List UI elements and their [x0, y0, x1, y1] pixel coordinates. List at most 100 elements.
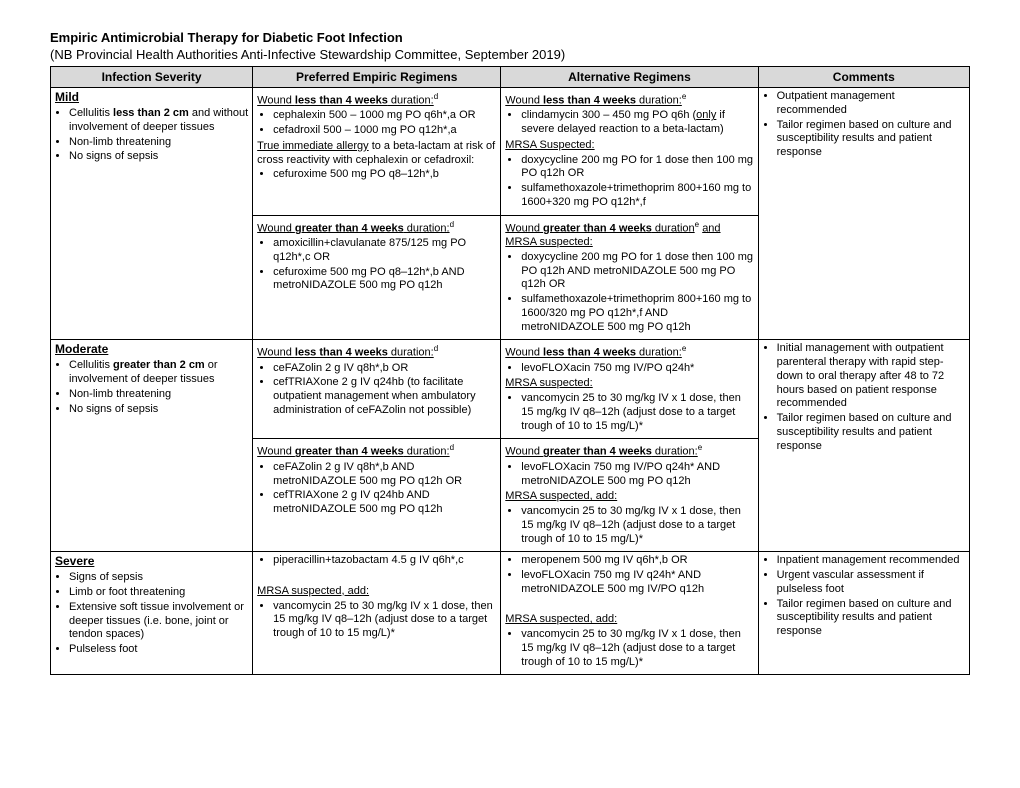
list-item: vancomycin 25 to 30 mg/kg IV x 1 dose, t…: [521, 392, 753, 433]
text: Wound less than 4 weeks duration:: [505, 347, 682, 359]
cell-mild-severity: Mild Cellulitis less than 2 cm and witho…: [51, 88, 253, 340]
text: Wound less than 4 weeks duration:: [257, 347, 434, 359]
list-item: Tailor regimen based on culture and susc…: [777, 598, 965, 639]
sup: e: [682, 92, 686, 101]
list-item: No signs of sepsis: [69, 403, 248, 417]
text: Wound greater than 4 weeks duration:: [257, 222, 449, 234]
list: clindamycin 300 – 450 mg PO q6h (only if…: [505, 109, 753, 137]
list: vancomycin 25 to 30 mg/kg IV x 1 dose, t…: [257, 600, 496, 641]
table-row-mild-1: Mild Cellulitis less than 2 cm and witho…: [51, 88, 970, 216]
section-head: MRSA suspected:: [505, 377, 753, 391]
sup: e: [695, 220, 699, 229]
list: piperacillin+tazobactam 4.5 g IV q6h*,c: [257, 554, 496, 568]
list-item: Pulseless foot: [69, 643, 248, 657]
cell-moderate-alt-2: Wound greater than 4 weeks duration:e le…: [501, 439, 758, 552]
list: meropenem 500 mg IV q6h*,b OR levoFLOXac…: [505, 554, 753, 596]
list-item: Inpatient management recommended: [777, 554, 965, 568]
list-item: Cellulitis less than 2 cm and without in…: [69, 107, 248, 135]
list: levoFLOXacin 750 mg IV/PO q24h*: [505, 362, 753, 376]
col-header-alternative: Alternative Regimens: [501, 67, 758, 88]
sup: e: [682, 344, 686, 353]
cell-moderate-severity: Moderate Cellulitis greater than 2 cm or…: [51, 340, 253, 552]
cell-moderate-preferred-2: Wound greater than 4 weeks duration:d ce…: [253, 439, 501, 552]
list: cefuroxime 500 mg PO q8–12h*,b: [257, 168, 496, 182]
severe-heading: Severe: [55, 554, 248, 569]
list: vancomycin 25 to 30 mg/kg IV x 1 dose, t…: [505, 628, 753, 669]
list: cephalexin 500 – 1000 mg PO q6h*,a OR ce…: [257, 109, 496, 138]
list-item: clindamycin 300 – 450 mg PO q6h (only if…: [521, 109, 753, 137]
list-item: Initial management with outpatient paren…: [777, 342, 965, 411]
list-item: No signs of sepsis: [69, 150, 248, 164]
list-item: vancomycin 25 to 30 mg/kg IV x 1 dose, t…: [521, 628, 753, 669]
list-item: Cellulitis greater than 2 cm or involvem…: [69, 359, 248, 387]
moderate-heading: Moderate: [55, 342, 248, 357]
section-head: Wound greater than 4 weeks duration:d: [257, 443, 496, 459]
cell-mild-comments: Outpatient management recommended Tailor…: [758, 88, 969, 340]
list-item: vancomycin 25 to 30 mg/kg IV x 1 dose, t…: [273, 600, 496, 641]
list-item: Signs of sepsis: [69, 571, 248, 585]
list-item: levoFLOXacin 750 mg IV/PO q24h*: [521, 362, 753, 376]
cell-mild-alt-1: Wound less than 4 weeks duration:e clind…: [501, 88, 758, 216]
section-head: Wound greater than 4 weeks duratione and…: [505, 220, 753, 250]
list-item: levoFLOXacin 750 mg IV q24h* AND metroNI…: [521, 569, 753, 597]
sup: e: [698, 443, 702, 452]
col-header-comments: Comments: [758, 67, 969, 88]
list: ceFAZolin 2 g IV q8h*,b OR cefTRIAXone 2…: [257, 362, 496, 418]
text: Wound less than 4 weeks duration:: [257, 95, 434, 107]
section-head: MRSA suspected, add:: [505, 490, 753, 504]
list: vancomycin 25 to 30 mg/kg IV x 1 dose, t…: [505, 505, 753, 546]
mild-severity-list: Cellulitis less than 2 cm and without in…: [55, 107, 248, 164]
list-item: Limb or foot threatening: [69, 586, 248, 600]
cell-severe-preferred: piperacillin+tazobactam 4.5 g IV q6h*,c …: [253, 552, 501, 675]
list-item: cefTRIAXone 2 g IV q24hb AND metroNIDAZO…: [273, 489, 496, 517]
sup: d: [450, 443, 454, 452]
list-item: cefTRIAXone 2 g IV q24hb (to facilitate …: [273, 376, 496, 417]
list-item: Tailor regimen based on culture and susc…: [777, 412, 965, 453]
list: Initial management with outpatient paren…: [763, 342, 965, 453]
cell-moderate-comments: Initial management with outpatient paren…: [758, 340, 969, 552]
list: levoFLOXacin 750 mg IV/PO q24h* AND metr…: [505, 461, 753, 489]
section-head: Wound less than 4 weeks duration:d: [257, 92, 496, 108]
mild-heading: Mild: [55, 90, 248, 105]
col-header-severity: Infection Severity: [51, 67, 253, 88]
list-item: amoxicillin+clavulanate 875/125 mg PO q1…: [273, 237, 496, 265]
cell-severe-severity: Severe Signs of sepsis Limb or foot thre…: [51, 552, 253, 675]
table-row-severe: Severe Signs of sepsis Limb or foot thre…: [51, 552, 970, 675]
text: Wound greater than 4 weeks duration: [505, 222, 694, 234]
section-head: Wound less than 4 weeks duration:e: [505, 92, 753, 108]
section-head: Wound greater than 4 weeks duration:d: [257, 220, 496, 236]
therapy-table: Infection Severity Preferred Empiric Reg…: [50, 66, 970, 675]
list-item: Non-limb threatening: [69, 136, 248, 150]
list-item: vancomycin 25 to 30 mg/kg IV x 1 dose, t…: [521, 505, 753, 546]
sup: d: [434, 344, 438, 353]
section-head: Wound greater than 4 weeks duration:e: [505, 443, 753, 459]
cell-moderate-preferred-1: Wound less than 4 weeks duration:d ceFAZ…: [253, 340, 501, 439]
text: less than 2 cm: [113, 107, 189, 119]
list-item: Non-limb threatening: [69, 388, 248, 402]
text: True immediate allergy: [257, 140, 368, 152]
cell-severe-comments: Inpatient management recommended Urgent …: [758, 552, 969, 675]
section-head: Wound less than 4 weeks duration:d: [257, 344, 496, 360]
cell-severe-alt: meropenem 500 mg IV q6h*,b OR levoFLOXac…: [501, 552, 758, 675]
list-item: doxycycline 200 mg PO for 1 dose then 10…: [521, 154, 753, 182]
text: Wound less than 4 weeks duration:: [505, 95, 682, 107]
list: Outpatient management recommended Tailor…: [763, 90, 965, 160]
list-item: cefadroxil 500 – 1000 mg PO q12h*,a: [273, 124, 496, 138]
text: Wound greater than 4 weeks duration:: [257, 446, 449, 458]
section-head: MRSA Suspected:: [505, 139, 753, 153]
list-item: Extensive soft tissue involvement or dee…: [69, 601, 248, 642]
list-item: meropenem 500 mg IV q6h*,b OR: [521, 554, 753, 568]
col-header-preferred: Preferred Empiric Regimens: [253, 67, 501, 88]
cell-mild-alt-2: Wound greater than 4 weeks duratione and…: [501, 215, 758, 340]
sup: d: [450, 220, 454, 229]
list-item: doxycycline 200 mg PO for 1 dose then 10…: [521, 251, 753, 292]
cell-moderate-alt-1: Wound less than 4 weeks duration:e levoF…: [501, 340, 758, 439]
list-item: sulfamethoxazole+trimethoprim 800+160 mg…: [521, 293, 753, 334]
list: Cellulitis greater than 2 cm or involvem…: [55, 359, 248, 416]
list-item: levoFLOXacin 750 mg IV/PO q24h* AND metr…: [521, 461, 753, 489]
list: doxycycline 200 mg PO for 1 dose then 10…: [505, 251, 753, 335]
list-item: cefuroxime 500 mg PO q8–12h*,b AND metro…: [273, 266, 496, 294]
list-item: Tailor regimen based on culture and susc…: [777, 119, 965, 160]
sup: d: [434, 92, 438, 101]
table-row-moderate-1: Moderate Cellulitis greater than 2 cm or…: [51, 340, 970, 439]
